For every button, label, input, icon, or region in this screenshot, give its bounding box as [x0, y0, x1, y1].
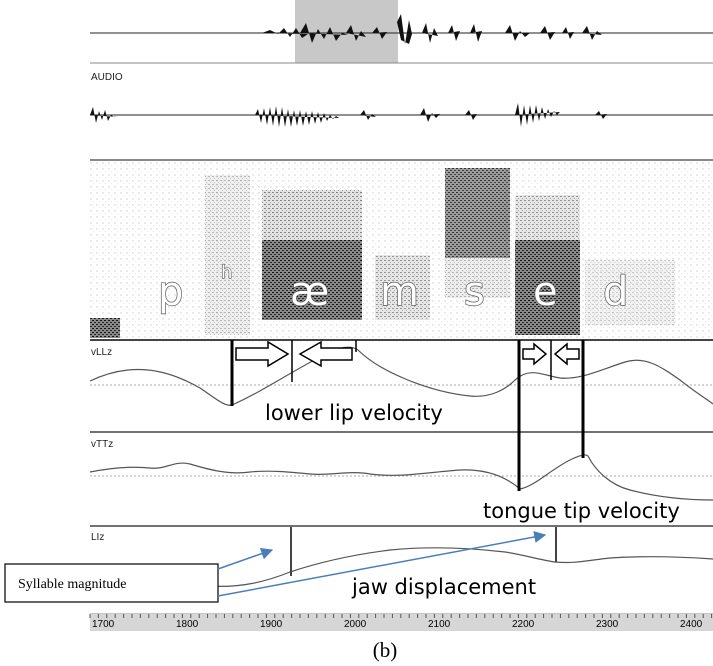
vll-trace [89, 346, 713, 406]
syllable-magnitude-box [4, 563, 219, 603]
phone-s: s [464, 269, 485, 315]
lip-left-arrow [298, 340, 353, 368]
spectrogram: p h æ m s e d [90, 162, 713, 340]
phone-ae: æ [290, 269, 329, 315]
time-axis: 1700 1800 1900 2000 2100 2200 2300 2400 [89, 614, 713, 631]
lower-lip-velocity-label: lower lip velocity [265, 401, 443, 425]
phone-h: h [221, 262, 232, 283]
tongue-right-arrow [522, 342, 548, 366]
phone-e: e [533, 269, 558, 315]
tick-1700: 1700 [92, 619, 115, 630]
tongue-left-arrow [553, 342, 580, 366]
tick-2100: 2100 [428, 619, 451, 630]
syllable-arrow-1 [217, 547, 274, 570]
phone-p: p [158, 269, 183, 315]
vtt-trace [89, 454, 713, 501]
phone-m: m [380, 269, 419, 315]
tick-1800: 1800 [176, 619, 199, 630]
overview-selection[interactable] [295, 0, 398, 63]
time-axis-minor-ticks [89, 614, 713, 618]
gesture-markers [230, 340, 585, 491]
lip-right-arrow [235, 340, 290, 368]
tick-2200: 2200 [512, 619, 535, 630]
figure-caption: (b) [373, 638, 398, 662]
jaw-displacement-label: jaw displacement [351, 575, 536, 599]
syllable-magnitude-label: Syllable magnitude [18, 577, 126, 592]
audio-label: AUDIO [91, 72, 123, 83]
phone-d: d [603, 269, 628, 315]
tick-2400: 2400 [680, 619, 703, 630]
audio-panel: AUDIO [90, 72, 713, 127]
vtt-label: vTTz [91, 439, 113, 450]
tick-1900: 1900 [260, 619, 283, 630]
tongue-tip-velocity-label: tongue tip velocity [483, 499, 680, 523]
overview-trace [262, 14, 602, 44]
tick-2300: 2300 [596, 619, 619, 630]
vtt-panel: vTTz [89, 439, 713, 501]
vll-label: vLLz [91, 347, 112, 358]
li-label: LIz [91, 532, 104, 543]
vll-panel: vLLz [89, 346, 713, 406]
tick-2000: 2000 [344, 619, 367, 630]
syllable-magnitude-callout: Syllable magnitude [4, 531, 547, 603]
overview-waveform [90, 0, 713, 63]
syllable-arrow-2 [217, 531, 547, 597]
